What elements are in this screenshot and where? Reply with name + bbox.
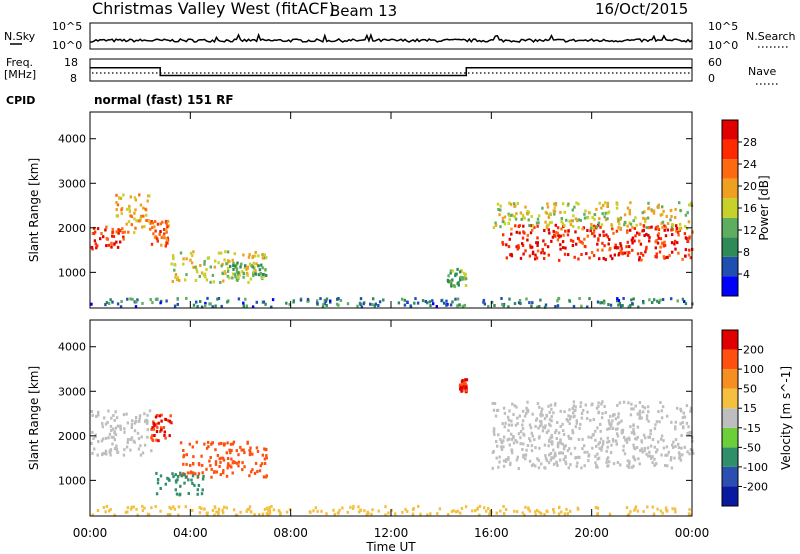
power-region-5 — [501, 223, 694, 262]
time-tick-3: 12:00 — [374, 526, 409, 540]
time-axis-label: Time UT — [365, 540, 416, 554]
power-colorbar-swatch-0 — [722, 276, 738, 296]
time-tick-2: 08:00 — [273, 526, 308, 540]
velocity-colorbar-tick-1: 100 — [743, 363, 764, 376]
time-tick-1: 04:00 — [173, 526, 208, 540]
velocity-ytick-0: 1000 — [58, 474, 86, 487]
velocity-region-5 — [91, 504, 692, 517]
velocity-colorbar-tick-5: -50 — [743, 441, 761, 454]
velocity-colorbar-swatch-8 — [722, 330, 738, 350]
frequency-panel: Freq. [MHz] 18 8 60 0 Nave — [4, 56, 780, 85]
power-colorbar: 28 24 20 16 12 8 4 Power [dB] — [721, 119, 771, 297]
power-colorbar-tick-1: 24 — [743, 158, 757, 171]
power-colorbar-swatch-3 — [722, 217, 738, 238]
cpid-label: CPID — [6, 94, 35, 107]
velocity-colorbar-swatch-5 — [722, 388, 738, 409]
power-colorbar-label: Power [dB] — [757, 175, 771, 240]
velocity-ylabel: Slant Range [km] — [27, 366, 41, 470]
velocity-panel: 1000 2000 3000 4000 Slant Range [km] — [27, 319, 695, 517]
time-tick-0: 00:00 — [73, 526, 108, 540]
velocity-region-4 — [491, 400, 695, 470]
power-region-4 — [228, 261, 268, 280]
velocity-ytick-1: 2000 — [58, 430, 86, 443]
velocity-ytick-3: 4000 — [58, 341, 86, 354]
power-ytick-3: 4000 — [58, 133, 86, 146]
nave-label: Nave — [748, 65, 776, 78]
velocity-region-1 — [150, 413, 173, 443]
power-colorbar-swatch-2 — [722, 237, 738, 257]
time-tick-4: 16:00 — [474, 526, 509, 540]
noise-tick-left-top: 10^5 — [52, 20, 82, 33]
power-colorbar-swatch-6 — [722, 159, 738, 179]
power-panel: 1000 2000 3000 4000 Slant Range [km] — [27, 111, 694, 309]
velocity-region-2 — [179, 440, 268, 479]
velocity-colorbar-swatch-1 — [722, 466, 738, 487]
time-tick-5: 20:00 — [574, 526, 609, 540]
velocity-colorbar-tick-0: 200 — [743, 344, 764, 357]
velocity-colorbar-swatch-0 — [722, 486, 738, 506]
nsearch-label: N.Search — [746, 30, 796, 43]
velocity-colorbar-label: Velocity [m s^-1] — [779, 366, 793, 470]
power-region-6 — [492, 201, 694, 231]
power-colorbar-swatch-8 — [722, 120, 738, 140]
velocity-region-0 — [90, 409, 153, 457]
power-ylabel: Slant Range [km] — [27, 158, 41, 262]
power-colorbar-swatch-4 — [722, 198, 738, 218]
noise-panel: N.Sky 10^5 10^0 10^5 10^0 N.Search — [4, 20, 796, 52]
cpid-value: normal (fast) 151 RF — [94, 93, 234, 107]
power-colorbar-swatch-5 — [722, 178, 738, 199]
power-colorbar-tick-2: 20 — [743, 180, 757, 193]
freq-tick-right-top: 60 — [708, 56, 722, 69]
power-region-8 — [446, 267, 468, 289]
power-colorbar-tick-4: 12 — [743, 224, 757, 237]
freq-tick-right-bottom: 0 — [708, 72, 715, 85]
velocity-colorbar-tick-2: 50 — [743, 383, 757, 396]
power-region-1 — [115, 193, 152, 235]
power-colorbar-tick-5: 8 — [743, 246, 750, 259]
power-ytick-2: 3000 — [58, 177, 86, 190]
velocity-colorbar-swatch-2 — [722, 447, 738, 467]
noise-tick-right-bottom: 10^0 — [708, 39, 738, 52]
velocity-colorbar-tick-6: -100 — [743, 461, 768, 474]
velocity-colorbar-tick-7: -200 — [743, 480, 768, 493]
noise-tick-left-bottom: 10^0 — [52, 39, 82, 52]
velocity-region-3 — [155, 471, 205, 497]
power-ytick-0: 1000 — [58, 266, 86, 279]
frequency-trace — [90, 67, 692, 77]
noise-tick-right-top: 10^5 — [708, 20, 738, 33]
power-ytick-1: 2000 — [58, 222, 86, 235]
power-colorbar-swatch-1 — [722, 256, 738, 277]
freq-tick-left-bottom: 8 — [70, 72, 77, 85]
power-region-7 — [90, 296, 694, 309]
power-colorbar-swatch-7 — [722, 139, 738, 160]
station-title: Christmas Valley West (fitACF) — [92, 0, 335, 18]
velocity-region-6 — [458, 378, 469, 394]
time-axis: 00:00 04:00 08:00 12:00 16:00 20:00 00:00 — [73, 112, 710, 540]
nsky-label: N.Sky — [4, 30, 36, 43]
velocity-colorbar-swatch-4 — [722, 408, 738, 428]
power-colorbar-tick-3: 16 — [743, 202, 757, 215]
velocity-colorbar-swatch-3 — [722, 427, 738, 448]
power-region-2 — [150, 219, 170, 248]
freq-label-line1: Freq. — [6, 56, 33, 69]
power-colorbar-tick-6: 4 — [743, 268, 750, 281]
velocity-colorbar-swatch-7 — [722, 349, 738, 370]
beam-label: Beam 13 — [330, 2, 397, 20]
freq-label-line2: [MHz] — [4, 68, 36, 81]
velocity-colorbar-swatch-6 — [722, 369, 738, 389]
velocity-colorbar-tick-3: 15 — [743, 402, 757, 415]
velocity-ytick-2: 3000 — [58, 385, 86, 398]
freq-tick-left-top: 18 — [64, 56, 78, 69]
velocity-colorbar: 200 100 50 15 -15 -50 -100 -200 Velocity [m s^-… — [721, 329, 793, 507]
velocity-colorbar-tick-4: -15 — [743, 422, 761, 435]
power-region-0 — [90, 225, 125, 251]
power-colorbar-tick-0: 28 — [743, 136, 757, 149]
time-tick-6: 00:00 — [675, 526, 710, 540]
noise-trace — [90, 32, 693, 44]
date-label: 16/Oct/2015 — [595, 0, 688, 18]
